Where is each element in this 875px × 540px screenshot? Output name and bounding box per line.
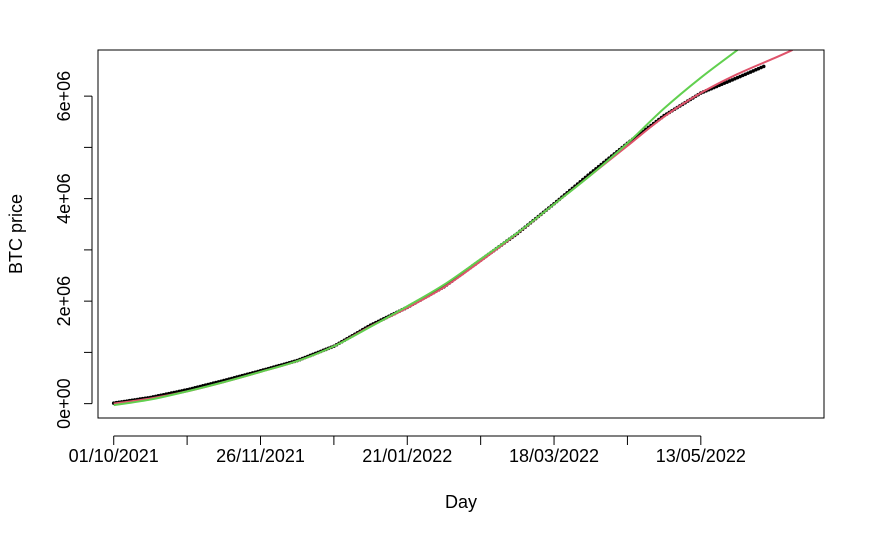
- y-tick-label: 4e+06: [54, 173, 74, 224]
- y-tick-label: 0e+00: [54, 378, 74, 429]
- series-line: [113, 50, 739, 407]
- y-axis: 0e+00 2e+06 4e+06 6e+06: [54, 71, 93, 429]
- x-axis: 01/10/2021 26/11/2021 21/01/2022 18/03/2022…: [69, 435, 746, 466]
- y-axis-label: BTC price: [6, 194, 26, 274]
- y-tick-label: 6e+06: [54, 71, 74, 122]
- plot-box: [97, 49, 825, 419]
- x-tick-label: 26/11/2021: [216, 446, 305, 466]
- x-tick-label: 01/10/2021: [69, 446, 159, 466]
- series-layer: [111, 50, 793, 407]
- x-tick-label: 21/01/2022: [362, 446, 452, 466]
- data-point: [761, 64, 766, 69]
- x-tick-label: 13/05/2022: [656, 446, 746, 466]
- series-points-group: [111, 64, 766, 405]
- y-tick-label: 2e+06: [54, 276, 74, 327]
- series-line: [113, 50, 793, 405]
- x-axis-label: Day: [445, 492, 477, 512]
- x-tick-label: 18/03/2022: [509, 446, 599, 466]
